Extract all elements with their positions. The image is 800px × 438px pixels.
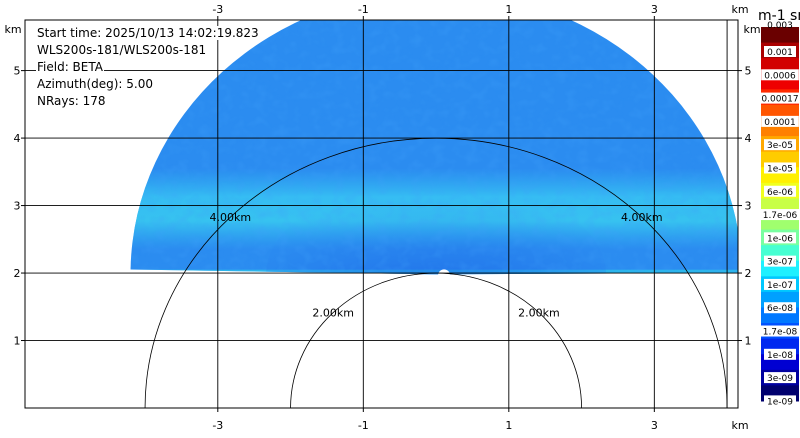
axis-unit-label: km <box>731 3 748 16</box>
colorbar-label-bg <box>764 348 796 360</box>
azimuth-label: Azimuth(deg): 5.00 <box>36 77 155 91</box>
colorbar-label-bg <box>764 372 796 384</box>
axes: -3 -3 -1 -1 1 1 3 3 1 1 2 2 3 3 4 4 5 5 km km km km <box>4 3 760 432</box>
colorbar-label-bg <box>761 115 799 127</box>
x-tick-label-top: 1 <box>505 3 512 16</box>
x-tick-label-bottom: -3 <box>212 419 223 432</box>
range-ring-label: 4.00km <box>209 211 251 224</box>
y-tick-label-right: 3 <box>745 200 752 213</box>
colorbar-label: 1.7e-08 <box>763 328 798 338</box>
colorbar-label: 1e-09 <box>767 397 793 407</box>
radar-gap <box>438 269 451 282</box>
axis-unit-label: km <box>743 23 760 36</box>
x-tick-label-top: -3 <box>212 3 223 16</box>
colorbar-label-bg <box>764 278 796 290</box>
colorbar-label-bg <box>758 209 800 221</box>
x-tick-label-top: -1 <box>358 3 369 16</box>
colorbar-label-bg <box>761 69 799 81</box>
y-tick-label-right: 4 <box>745 132 752 145</box>
x-tick-label-top: 3 <box>651 3 658 16</box>
x-tick-label-bottom: -1 <box>358 419 369 432</box>
range-ring <box>290 272 582 409</box>
colorbar-label: 3e-07 <box>767 258 793 268</box>
y-tick-label-right: 5 <box>745 65 752 78</box>
start-time-label: Start time: 2025/10/13 14:02:19.823 <box>36 26 260 40</box>
colorbar-label: 6e-06 <box>767 188 793 198</box>
colorbar-label-bg <box>764 232 796 244</box>
range-ring <box>144 137 728 409</box>
colorbar-label-bg <box>764 255 796 267</box>
scan-info: Start time: 2025/10/13 14:02:19.823 WLS2… <box>36 25 260 110</box>
colorbar-label: 3e-09 <box>767 374 793 384</box>
backscatter-field <box>116 20 738 282</box>
colorbar-label-bg <box>764 395 796 407</box>
y-tick-label-right: 2 <box>745 267 752 280</box>
colorbar-label: 0.00017 <box>761 95 798 105</box>
colorbar-label: 1.7e-06 <box>763 211 798 221</box>
colorbar-title: m-1 sr-1 <box>758 8 800 24</box>
colorbar: 0.003 0.001 0.0006 0.00017 0.0001 3e-05 1e-05 6… <box>758 21 800 407</box>
colorbar-label-bg <box>764 162 796 174</box>
colorbar-label: 1e-06 <box>767 234 793 244</box>
colorbar-label: 3e-05 <box>767 141 793 151</box>
colorbar-label-bg <box>758 92 800 104</box>
y-tick-label-left: 4 <box>14 132 21 145</box>
colorbar-top-label: 0.003 <box>767 21 793 31</box>
nrays-label: NRays: 178 <box>36 94 107 108</box>
field-label: Field: BETA <box>36 60 104 74</box>
colorbar-label-bg <box>764 139 796 151</box>
colorbar-label-bg <box>758 325 800 337</box>
colorbar-label: 1e-05 <box>767 164 793 174</box>
colorbar-label: 1e-08 <box>767 351 793 361</box>
y-tick-label-left: 2 <box>14 267 21 280</box>
y-tick-label-left: 3 <box>14 200 21 213</box>
colorbar-label-bg <box>764 185 796 197</box>
colorbar-label: 0.0006 <box>764 71 796 81</box>
range-ring-label: 2.00km <box>312 307 354 320</box>
y-tick-label-left: 5 <box>14 65 21 78</box>
y-tick-label-right: 1 <box>745 335 752 348</box>
axis-unit-label: km <box>4 23 21 36</box>
high-backscatter-patch <box>116 276 156 281</box>
x-tick-label-bottom: 1 <box>505 419 512 432</box>
y-tick-label-left: 1 <box>14 335 21 348</box>
colorbar-label: 6e-08 <box>767 304 793 314</box>
range-ring-label: 2.00km <box>518 307 560 320</box>
x-tick-label-bottom: 3 <box>651 419 658 432</box>
colorbar-label: 0.001 <box>767 48 793 58</box>
grid <box>25 20 738 408</box>
range-rings: 2.00km 2.00km 4.00km 4.00km <box>144 137 728 409</box>
field-sector <box>116 20 738 281</box>
colorbar-label-bg <box>764 46 796 57</box>
colorbar-segment <box>761 27 799 44</box>
colorbar-label-bg <box>764 302 796 314</box>
station-label: WLS200s-181/WLS200s-181 <box>36 43 208 57</box>
axis-unit-label: km <box>731 419 748 432</box>
range-ring-label: 4.00km <box>621 211 663 224</box>
colorbar-label: 0.0001 <box>764 118 796 128</box>
plot-frame <box>24 19 739 409</box>
colorbar-label: 1e-07 <box>767 281 793 291</box>
